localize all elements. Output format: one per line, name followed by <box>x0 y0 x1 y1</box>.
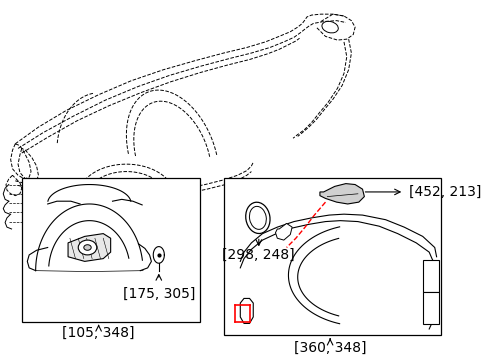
Polygon shape <box>68 234 110 261</box>
Ellipse shape <box>78 240 97 255</box>
Text: [452, 213]: [452, 213] <box>408 185 480 199</box>
Polygon shape <box>275 224 291 240</box>
Ellipse shape <box>245 202 269 234</box>
Text: [175, 305]: [175, 305] <box>122 287 195 301</box>
Text: [105, 348]: [105, 348] <box>62 326 135 340</box>
Ellipse shape <box>321 21 338 33</box>
Bar <box>223 178 440 336</box>
Bar <box>422 292 439 324</box>
Polygon shape <box>240 298 253 323</box>
Ellipse shape <box>249 206 266 229</box>
Ellipse shape <box>83 245 91 250</box>
Bar <box>422 260 439 292</box>
Polygon shape <box>319 184 364 204</box>
Text: [360, 348]: [360, 348] <box>293 341 366 355</box>
Bar <box>21 178 200 321</box>
Text: [298, 248]: [298, 248] <box>222 248 295 262</box>
